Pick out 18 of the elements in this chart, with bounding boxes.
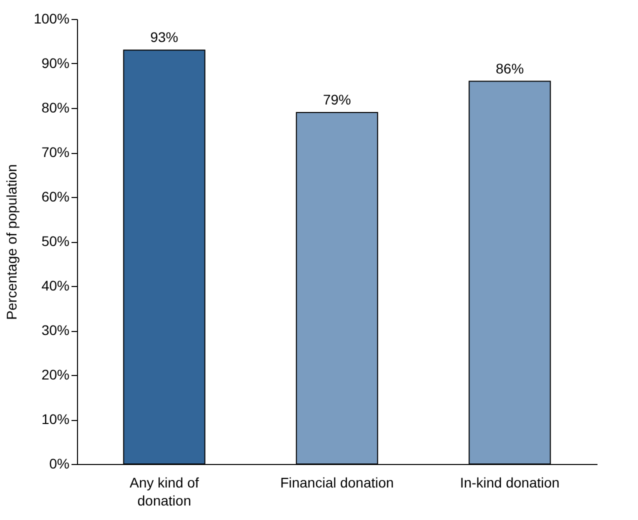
y-tick-label: 90%	[41, 55, 70, 71]
y-tick-label: 80%	[41, 100, 70, 116]
data-label: 86%	[496, 60, 524, 76]
y-tick-label: 30%	[41, 322, 70, 338]
data-label: 93%	[150, 29, 178, 46]
y-tick-label: 20%	[41, 366, 70, 382]
y-tick-label: 70%	[41, 144, 70, 160]
y-tick-label: 0%	[49, 456, 70, 472]
y-tick-label: 100%	[34, 10, 70, 26]
y-tick-label: 10%	[41, 411, 70, 427]
y-tick-label: 40%	[41, 278, 70, 294]
y-axis-title: Percentage of population	[4, 164, 20, 320]
y-tick-label: 50%	[41, 233, 70, 249]
data-label: 79%	[322, 91, 352, 108]
x-tick-label: Any kind of donation	[130, 474, 199, 508]
x-tick-label: In-kind donation	[460, 474, 560, 490]
y-tick-label: 60%	[41, 188, 70, 204]
x-tick-label: Financial donation	[280, 474, 394, 490]
